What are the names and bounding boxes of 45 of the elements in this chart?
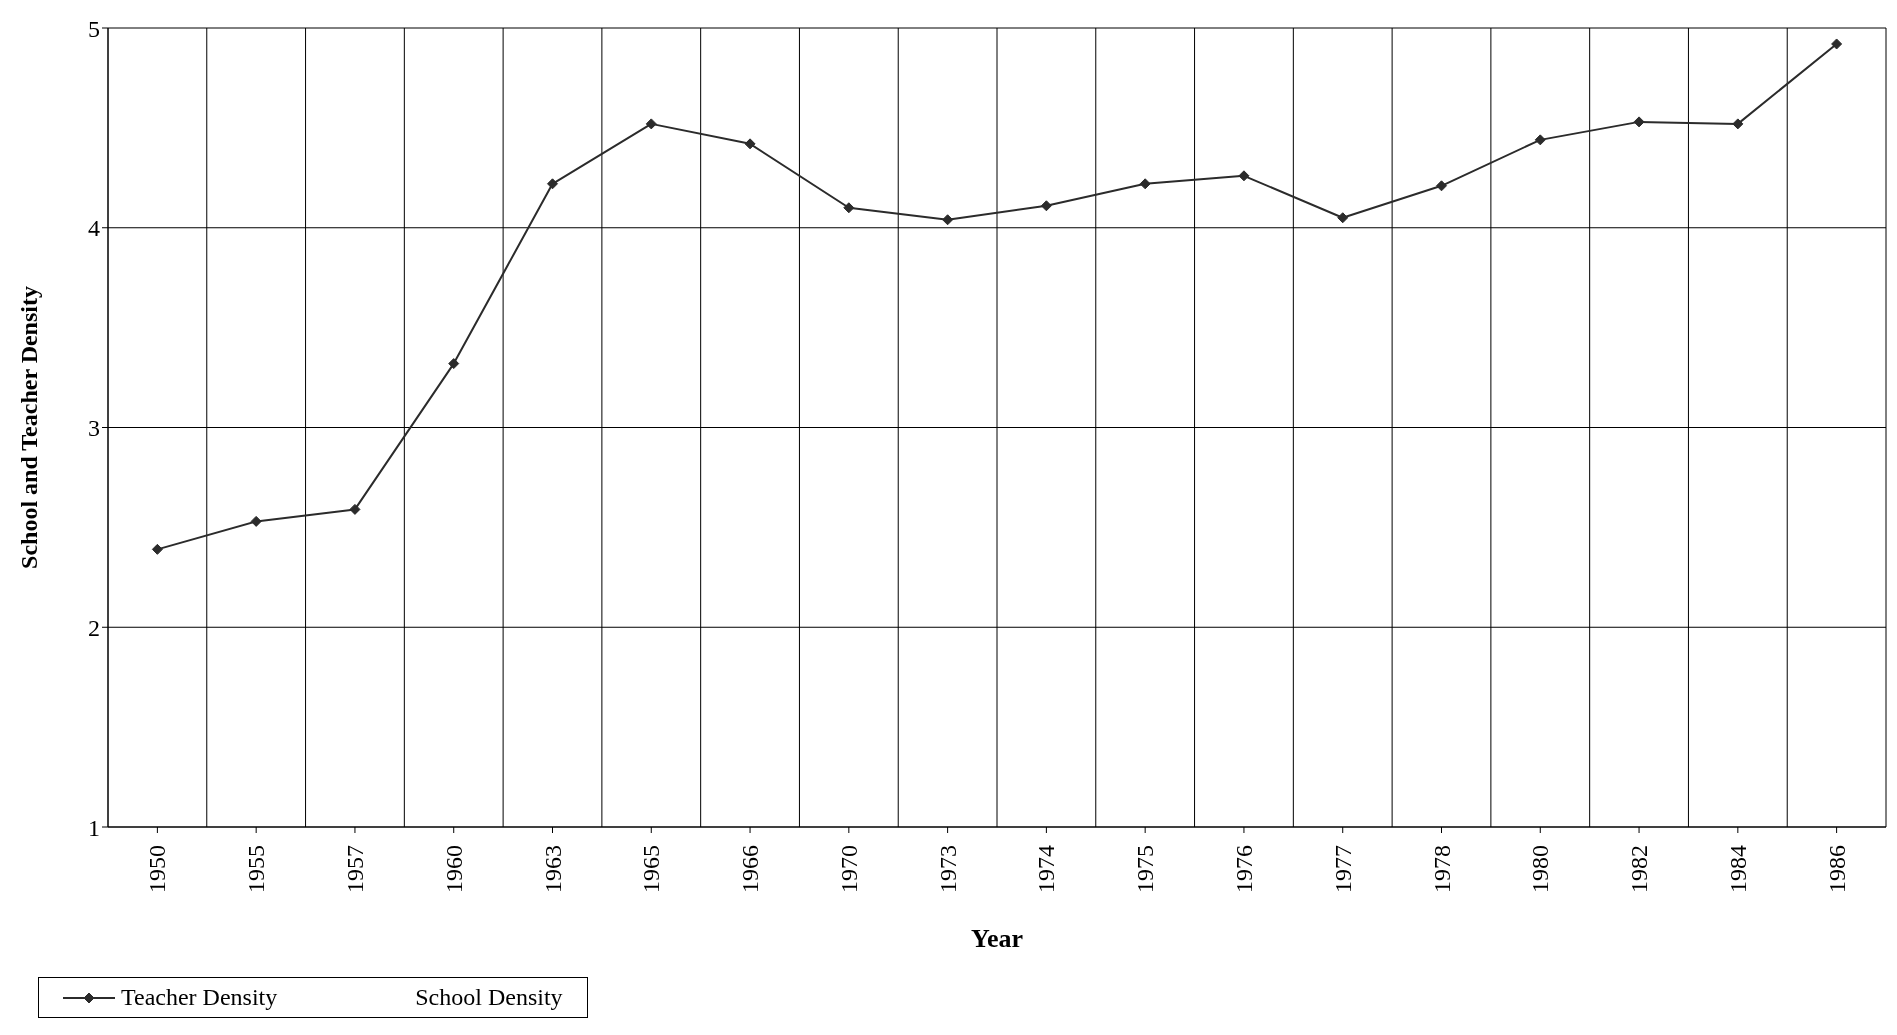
- x-tick-label: 1977: [1329, 845, 1356, 893]
- point: [349, 503, 361, 515]
- y-axis-title: School and Teacher Density: [15, 286, 42, 569]
- y-tick-label: 1: [88, 814, 100, 841]
- x-tick-label: 1960: [440, 845, 467, 893]
- x-tick-label: 1986: [1823, 845, 1850, 893]
- x-tick-label: 1976: [1230, 845, 1257, 893]
- point: [448, 358, 460, 370]
- point: [843, 202, 855, 214]
- point: [1436, 180, 1447, 192]
- point: [151, 543, 163, 555]
- x-tick-label: 1975: [1132, 845, 1159, 893]
- y-tick-label: 2: [88, 614, 100, 641]
- point: [1238, 170, 1250, 182]
- y-tick-label: 5: [88, 15, 100, 42]
- text: School Density: [415, 984, 563, 1011]
- x-tick-label: 1980: [1527, 845, 1554, 893]
- x-tick-label: 1950: [144, 845, 171, 893]
- point: [1534, 134, 1546, 146]
- x-tick-label: 1973: [934, 845, 961, 893]
- point: [1139, 178, 1151, 190]
- point: [1337, 212, 1349, 224]
- point: [547, 178, 558, 190]
- x-tick-label: 1955: [243, 845, 270, 893]
- x-tick-label: 1970: [835, 845, 862, 893]
- x-tick-label: 1965: [638, 845, 665, 893]
- point: [1040, 200, 1052, 212]
- x-tick-label: 1963: [539, 845, 566, 893]
- point: [250, 515, 262, 527]
- x-tick-label: 1984: [1724, 845, 1751, 893]
- x-tick-label: 1974: [1033, 845, 1060, 893]
- x-tick-label: 1957: [341, 845, 368, 893]
- point: [1633, 116, 1645, 128]
- x-tick-label: 1966: [737, 845, 764, 893]
- y-tick-label: 4: [88, 215, 100, 242]
- y-tick-label: 3: [88, 415, 100, 442]
- point: [744, 138, 756, 150]
- x-tick-label: 1978: [1428, 845, 1455, 893]
- point: [942, 214, 954, 226]
- x-axis-title: Year: [971, 924, 1023, 953]
- point: [645, 118, 657, 130]
- legend-label: Teacher Density: [121, 984, 278, 1011]
- point: [1732, 118, 1744, 130]
- x-tick-label: 1982: [1626, 845, 1653, 893]
- point: [1831, 38, 1843, 50]
